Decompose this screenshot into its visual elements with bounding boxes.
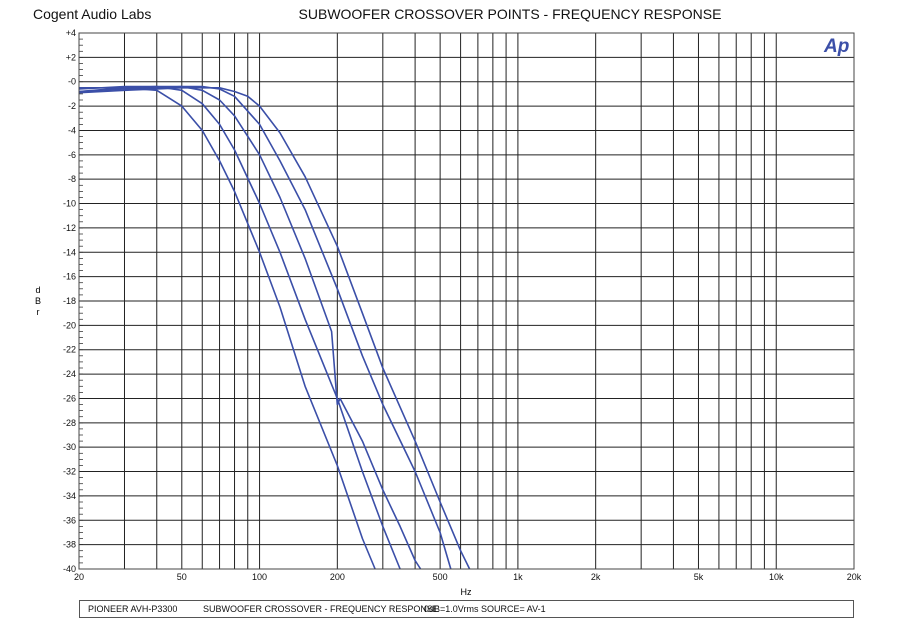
- ap-logo: Ap: [823, 36, 849, 57]
- y-tick-label: -36: [63, 515, 76, 525]
- y-tick-label: -14: [63, 247, 76, 257]
- y-tick-label: +4: [66, 28, 76, 38]
- y-tick-label: -8: [68, 174, 76, 184]
- company-name: Cogent Audio Labs: [33, 6, 152, 22]
- y-tick-label: -0: [68, 77, 76, 87]
- chart-title: SUBWOOFER CROSSOVER POINTS - FREQUENCY R…: [298, 6, 722, 22]
- series-group: [78, 85, 471, 570]
- y-axis-ticks: +4 +2 -0 -2 -4 -6 -8 -10 -12 -14 -16 -18 -20 -22 -24 -2…: [63, 28, 76, 574]
- y-tick-label: -38: [63, 540, 76, 550]
- y-tick-label: -12: [63, 223, 76, 233]
- footer-reference: 0dB=1.0Vrms: [424, 604, 479, 614]
- y-tick-label: -22: [63, 345, 76, 355]
- y-tick-label: -34: [63, 491, 76, 501]
- frequency-response-chart: +4 +2 -0 -2 -4 -6 -8 -10 -12 -14 -16 -18 -20 -22 -24 -2…: [35, 28, 862, 597]
- y-tick-label: -26: [63, 393, 76, 403]
- x-tick-label: 500: [433, 572, 448, 582]
- x-tick-label: 200: [330, 572, 345, 582]
- x-tick-label: 5k: [694, 572, 704, 582]
- y-tick-label: -24: [63, 369, 76, 379]
- series-line-3: [78, 85, 422, 570]
- y-tick-label: -28: [63, 418, 76, 428]
- y-tick-label: -30: [63, 442, 76, 452]
- series-line-4: [78, 85, 452, 570]
- y-tick-label: -4: [68, 125, 76, 135]
- x-tick-label: 100: [252, 572, 267, 582]
- y-tick-label: -10: [63, 199, 76, 209]
- x-tick-label: 20k: [847, 572, 862, 582]
- y-tick-label: -16: [63, 272, 76, 282]
- y-tick-label: -2: [68, 101, 76, 111]
- series-line-5: [78, 87, 471, 570]
- y-axis-label-b: B: [35, 296, 41, 306]
- footer-info-box: PIONEER AVH-P3300 SUBWOOFER CROSSOVER - …: [79, 600, 854, 618]
- footer-source: SOURCE= AV-1: [481, 604, 546, 614]
- y-axis-label-r: r: [37, 307, 40, 317]
- grid: [78, 32, 855, 570]
- series-line-1: [79, 87, 376, 570]
- x-axis-ticks: 20 50 100 200 500 1k 2k 5k 10k 20k: [74, 572, 862, 582]
- y-tick-label: -18: [63, 296, 76, 306]
- y-tick-label: -6: [68, 150, 76, 160]
- x-axis-label: Hz: [461, 587, 472, 597]
- plot-frame: [78, 32, 855, 570]
- x-tick-label: 1k: [513, 572, 523, 582]
- x-tick-label: 20: [74, 572, 84, 582]
- y-tick-label: +2: [66, 52, 76, 62]
- y-tick-label: -40: [63, 564, 76, 574]
- y-tick-label: -32: [63, 467, 76, 477]
- y-axis-label-d: d: [35, 285, 40, 295]
- footer-description: SUBWOOFER CROSSOVER - FREQUENCY RESPONSE: [203, 604, 439, 614]
- footer-model: PIONEER AVH-P3300: [88, 604, 178, 614]
- x-tick-label: 10k: [769, 572, 784, 582]
- y-tick-label: -20: [63, 320, 76, 330]
- x-tick-label: 50: [177, 572, 187, 582]
- x-tick-label: 2k: [591, 572, 601, 582]
